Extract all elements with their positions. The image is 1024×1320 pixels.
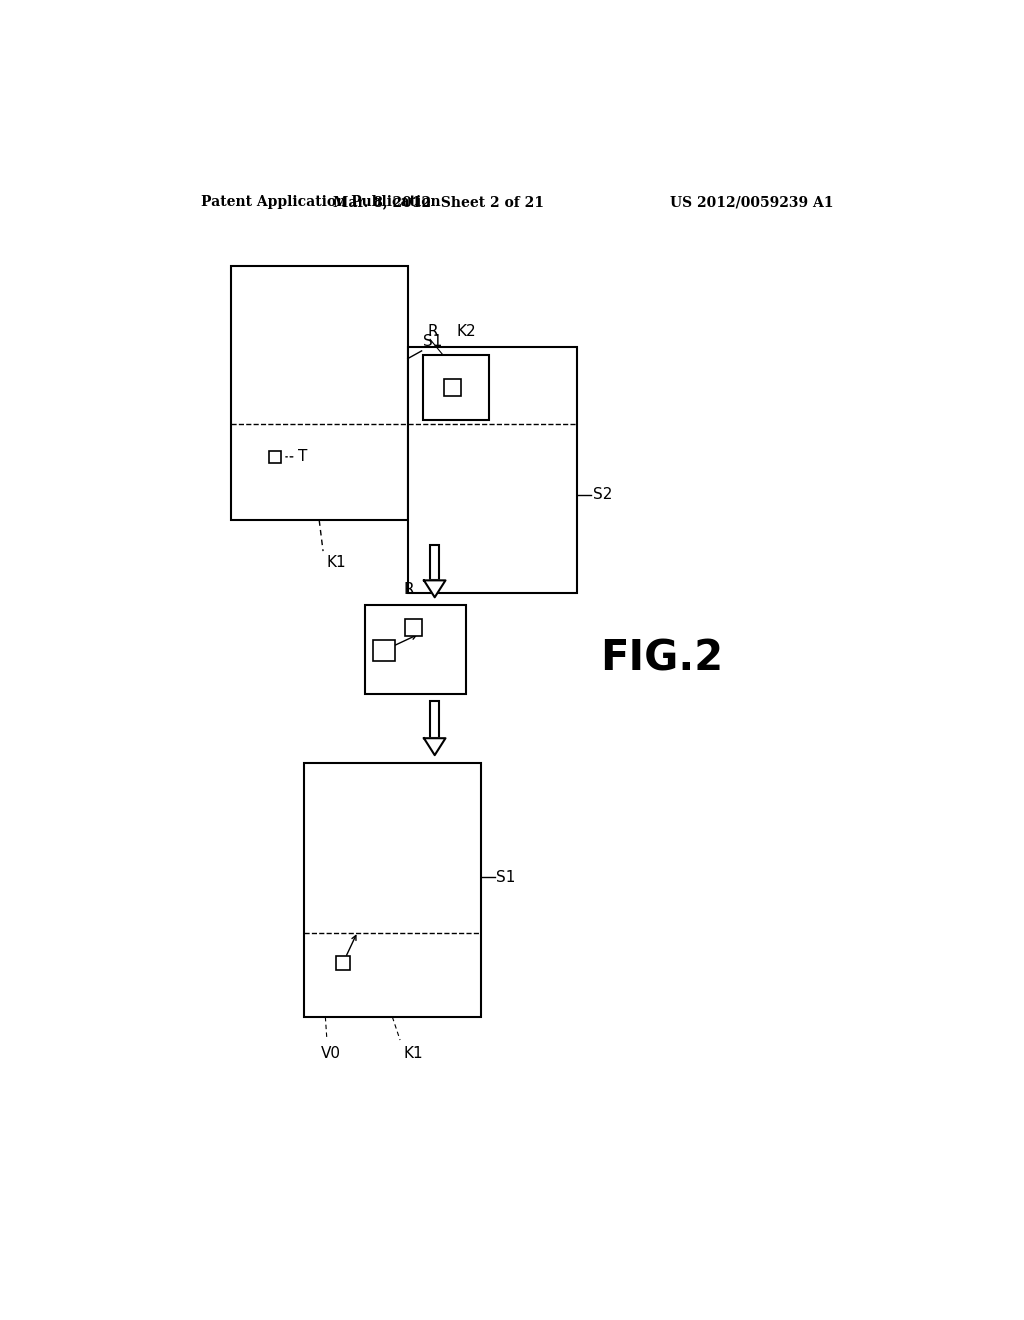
Bar	[269, 450, 282, 463]
Text: R: R	[427, 325, 437, 339]
Text: FIG.2: FIG.2	[600, 638, 723, 680]
Text: S1: S1	[497, 870, 516, 884]
Text: T: T	[286, 449, 308, 465]
Text: S2: S2	[593, 487, 612, 503]
Bar	[336, 956, 350, 970]
Text: S1: S1	[423, 334, 442, 350]
Bar	[366, 605, 466, 693]
Text: Mar. 8, 2012  Sheet 2 of 21: Mar. 8, 2012 Sheet 2 of 21	[333, 195, 544, 210]
Text: K1: K1	[327, 554, 346, 570]
Polygon shape	[424, 738, 445, 755]
Text: US 2012/0059239 A1: US 2012/0059239 A1	[670, 195, 834, 210]
Bar	[373, 640, 394, 661]
Text: V0: V0	[321, 1047, 341, 1061]
Bar	[230, 267, 408, 520]
Bar	[304, 763, 481, 1016]
Bar	[406, 619, 422, 636]
Text: Patent Application Publication: Patent Application Publication	[202, 195, 441, 210]
Text: K1: K1	[403, 1047, 424, 1061]
Polygon shape	[424, 581, 445, 597]
Bar	[430, 545, 439, 581]
Bar	[443, 379, 461, 396]
Text: K2: K2	[457, 325, 476, 339]
Text: R: R	[403, 582, 415, 597]
Text: I: I	[465, 380, 476, 395]
Bar	[430, 701, 439, 738]
Bar	[408, 347, 578, 594]
Bar	[423, 355, 488, 420]
